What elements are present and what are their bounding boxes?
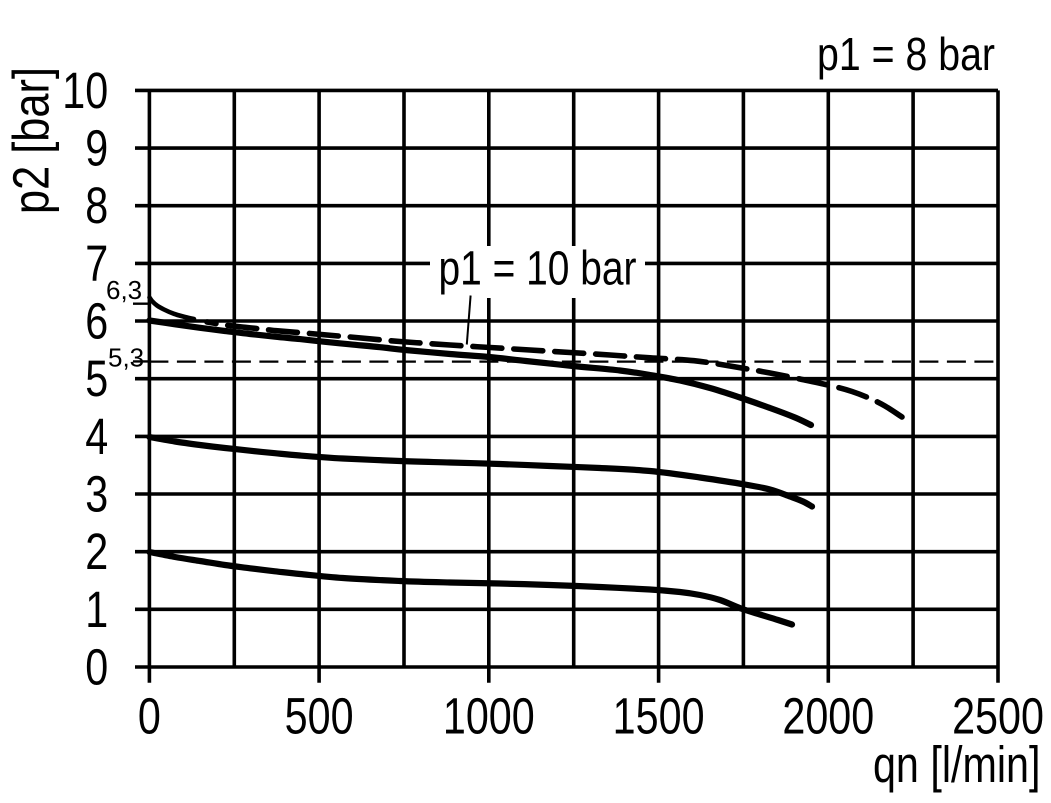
svg-text:7: 7	[85, 235, 108, 292]
svg-text:6,3: 6,3	[106, 275, 142, 305]
svg-text:p1 = 8 bar: p1 = 8 bar	[817, 28, 995, 80]
svg-text:0: 0	[138, 687, 161, 744]
svg-text:p1 = 10 bar: p1 = 10 bar	[439, 243, 637, 296]
svg-text:2000: 2000	[782, 687, 874, 744]
svg-text:0: 0	[85, 638, 108, 695]
svg-text:2: 2	[85, 523, 108, 580]
svg-text:1500: 1500	[613, 687, 705, 744]
svg-text:qn [l/min]: qn [l/min]	[873, 736, 1041, 793]
svg-text:8: 8	[85, 177, 108, 234]
svg-text:6: 6	[85, 292, 108, 349]
svg-text:1000: 1000	[443, 687, 535, 744]
svg-text:9: 9	[85, 119, 108, 176]
svg-text:10: 10	[62, 62, 108, 119]
svg-text:2500: 2500	[952, 687, 1044, 744]
svg-text:500: 500	[285, 687, 354, 744]
svg-text:4: 4	[85, 408, 108, 465]
svg-text:1: 1	[85, 581, 108, 638]
svg-text:3: 3	[85, 465, 108, 522]
svg-text:5,3: 5,3	[108, 342, 144, 372]
svg-text:5: 5	[85, 350, 108, 407]
svg-text:p2 [bar]: p2 [bar]	[3, 67, 60, 214]
